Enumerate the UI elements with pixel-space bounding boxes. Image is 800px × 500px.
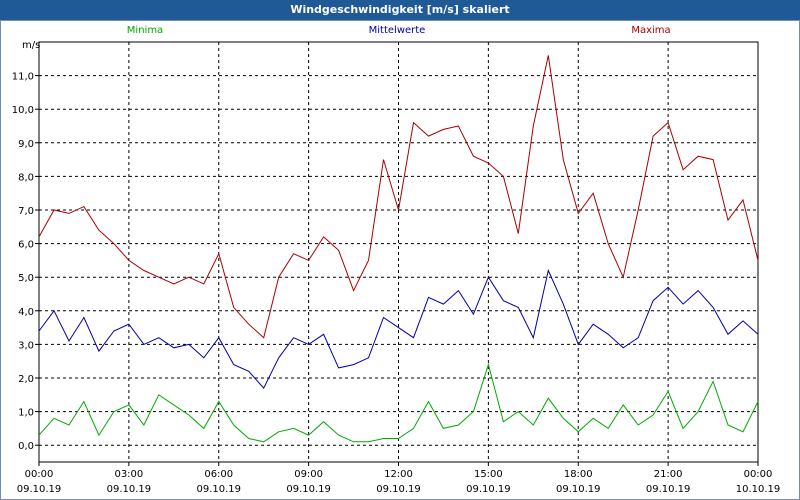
x-axis: 00:00 09.10.19 03:00 09.10.19 06:00 09.10.19 0… bbox=[17, 462, 781, 495]
x-tick-date: 09.10.19 bbox=[107, 484, 152, 495]
x-tick-time: 00:00 bbox=[25, 469, 54, 480]
x-tick-date: 09.10.19 bbox=[196, 484, 241, 495]
y-tick-label: 1,0 bbox=[18, 408, 34, 419]
x-tick-time: 12:00 bbox=[384, 469, 413, 480]
x-tick-date: 09.10.19 bbox=[17, 484, 62, 495]
title-bar bbox=[0, 0, 800, 20]
x-tick-date: 09.10.19 bbox=[556, 484, 601, 495]
y-tick-label: 2,0 bbox=[18, 374, 34, 385]
x-tick-time: 15:00 bbox=[474, 469, 503, 480]
y-tick-label: 10,0 bbox=[12, 105, 34, 116]
y-tick-label: 11,0 bbox=[12, 72, 34, 83]
y-tick-label: 9,0 bbox=[18, 139, 34, 150]
x-tick-date: 09.10.19 bbox=[286, 484, 331, 495]
x-tick-date: 09.10.19 bbox=[466, 484, 511, 495]
y-axis: 0,0 1,0 2,0 3,0 4,0 5,0 6,0 7,0 8,0 9,0 10,0 11,0 bbox=[12, 72, 39, 452]
chart-title: Windgeschwindigkeit [m/s] skaliert bbox=[290, 3, 510, 16]
y-tick-label: 4,0 bbox=[18, 307, 34, 318]
series-line-minima bbox=[38, 362, 759, 443]
x-tick-time: 03:00 bbox=[114, 469, 143, 480]
y-axis-label: m/s bbox=[22, 40, 40, 51]
y-tick-label: 3,0 bbox=[18, 340, 34, 351]
legend: Minima Mittelwerte Maxima bbox=[127, 25, 671, 36]
x-tick-date: 10.10.19 bbox=[736, 484, 781, 495]
series-line-mittelwerte bbox=[38, 268, 759, 389]
legend-item-mittelwerte: Mittelwerte bbox=[369, 25, 426, 36]
x-tick-time: 09:00 bbox=[294, 469, 323, 480]
series-lines bbox=[38, 55, 759, 443]
y-tick-label: 8,0 bbox=[18, 172, 34, 183]
series-line-maxima bbox=[38, 55, 759, 339]
y-tick-label: 6,0 bbox=[18, 240, 34, 251]
y-tick-label: 7,0 bbox=[18, 206, 34, 217]
x-tick-date: 09.10.19 bbox=[646, 484, 691, 495]
y-tick-label: 0,0 bbox=[18, 441, 34, 452]
x-tick-time: 21:00 bbox=[654, 469, 683, 480]
legend-item-maxima: Maxima bbox=[631, 25, 670, 36]
legend-item-minima: Minima bbox=[127, 25, 163, 36]
x-tick-time: 18:00 bbox=[564, 469, 593, 480]
y-tick-label: 5,0 bbox=[18, 273, 34, 284]
x-tick-date: 09.10.19 bbox=[376, 484, 421, 495]
x-tick-time: 06:00 bbox=[204, 469, 233, 480]
x-tick-time: 00:00 bbox=[744, 469, 773, 480]
